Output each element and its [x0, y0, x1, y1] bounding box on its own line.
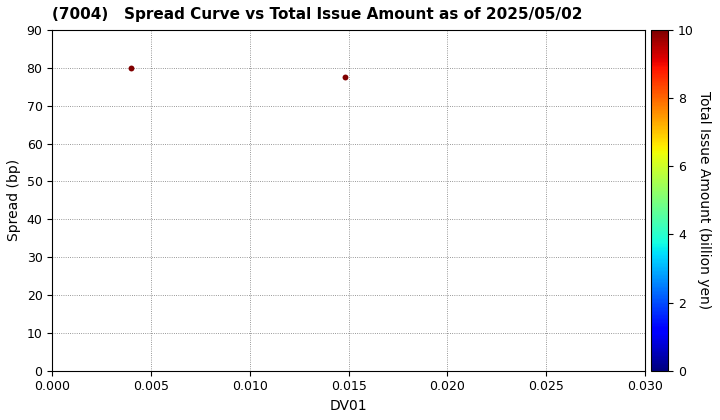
Y-axis label: Spread (bp): Spread (bp) — [7, 159, 21, 242]
Point — [125, 65, 137, 71]
Point — [339, 74, 351, 81]
Text: (7004)   Spread Curve vs Total Issue Amount as of 2025/05/02: (7004) Spread Curve vs Total Issue Amoun… — [53, 7, 582, 22]
Y-axis label: Total Issue Amount (billion yen): Total Issue Amount (billion yen) — [697, 92, 711, 310]
X-axis label: DV01: DV01 — [330, 399, 367, 413]
